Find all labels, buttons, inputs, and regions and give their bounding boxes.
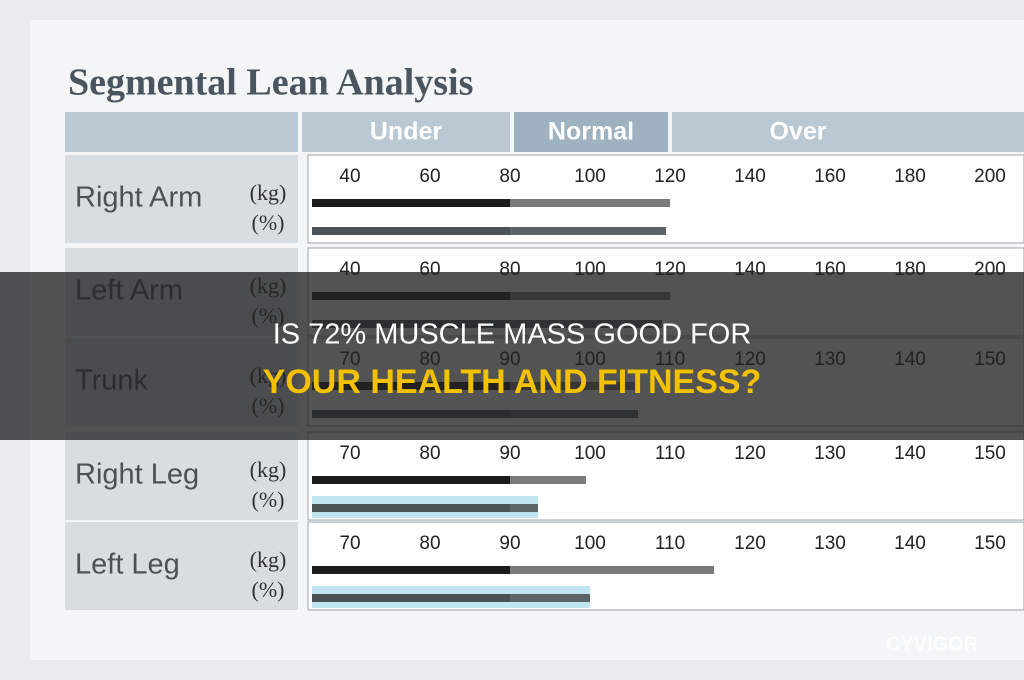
scale-label: 120 [654,166,686,187]
scale-label: 120 [734,443,766,464]
scale-label: 130 [814,443,846,464]
bar [312,566,714,574]
report-title: Segmental Lean Analysis [68,62,473,104]
bar-under [312,566,510,574]
scale-label: 90 [499,533,520,554]
scale-label: 140 [894,533,926,554]
watermark: CYVIGOR [886,633,979,655]
scale-label: 140 [894,443,926,464]
band-label: Under [370,118,443,146]
bar-under [312,594,510,602]
scale-label: 160 [814,166,846,187]
scale-label: 110 [655,533,685,554]
band-label: Normal [548,118,634,146]
scale-label: 60 [419,166,440,187]
scale-label: 80 [419,443,440,464]
bar-under [312,476,510,484]
banner [0,272,1024,440]
scale-label: 40 [339,166,360,187]
scale-label: 130 [814,533,846,554]
scale-label: 200 [974,166,1006,187]
scale-label: 150 [974,533,1006,554]
bar-under [312,504,510,512]
banner-line: IS 72% MUSCLE MASS GOOD FOR [273,319,752,351]
row-label-cell [65,432,298,520]
header-cell [65,112,298,152]
band-header [514,112,668,152]
row-label: Left Leg [75,549,180,581]
row-label-cell [65,522,298,610]
scale-label: 70 [339,533,360,554]
scale-label: 100 [574,166,606,187]
scale-label: 150 [974,443,1006,464]
row-label-cell [65,155,298,243]
unit-label: (kg) [250,457,287,482]
unit-label: (kg) [250,180,287,205]
unit-label: (%) [252,210,285,235]
scale-label: 100 [574,443,606,464]
scale-label: 70 [339,443,360,464]
scale-label: 120 [734,533,766,554]
band-header [672,112,1024,152]
band-label: Over [770,118,827,146]
scale-label: 80 [419,533,440,554]
scale-label: 140 [734,166,766,187]
scale-label: 90 [499,443,520,464]
scale-label: 180 [894,166,926,187]
unit-label: (kg) [250,547,287,572]
row-label: Right Arm [75,182,202,214]
unit-label: (%) [252,487,285,512]
banner-line: YOUR HEALTH AND FITNESS? [263,363,762,401]
scale-label: 110 [655,443,685,464]
unit-label: (%) [252,577,285,602]
bar-under [312,199,510,207]
row-label: Right Leg [75,459,199,491]
band-header [302,112,510,152]
scale-label: 100 [574,533,606,554]
bar-under [312,227,510,235]
scale-label: 80 [499,166,520,187]
